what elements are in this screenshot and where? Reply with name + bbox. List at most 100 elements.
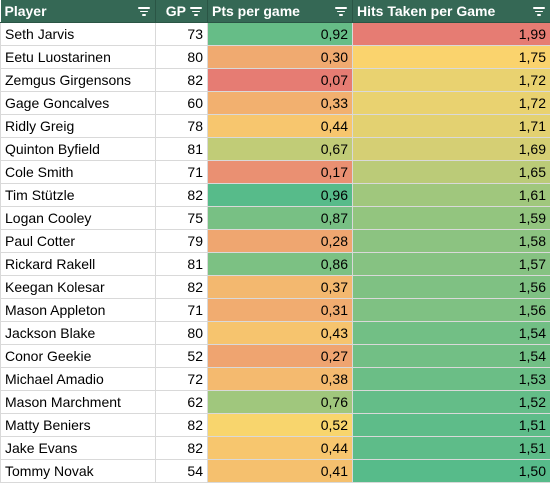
cell-pts-per-game[interactable]: 0,28 (208, 230, 353, 253)
cell-gp[interactable]: 60 (156, 92, 208, 115)
cell-pts-per-game[interactable]: 0,31 (208, 299, 353, 322)
cell-hits-taken-per-game[interactable]: 1,51 (353, 414, 550, 437)
cell-player[interactable]: Jake Evans (1, 437, 156, 460)
cell-gp[interactable]: 82 (156, 414, 208, 437)
cell-player[interactable]: Tommy Novak (1, 460, 156, 483)
header-gp[interactable]: GP (156, 0, 208, 23)
cell-gp[interactable]: 81 (156, 138, 208, 161)
cell-pts-per-game[interactable]: 0,67 (208, 138, 353, 161)
cell-hits-taken-per-game[interactable]: 1,58 (353, 230, 550, 253)
cell-gp[interactable]: 52 (156, 345, 208, 368)
cell-hits-taken-per-game[interactable]: 1,59 (353, 207, 550, 230)
cell-player[interactable]: Eetu Luostarinen (1, 46, 156, 69)
cell-player[interactable]: Cole Smith (1, 161, 156, 184)
cell-player[interactable]: Keegan Kolesar (1, 276, 156, 299)
header-gp-label: GP (160, 3, 189, 19)
cell-hits-taken-per-game[interactable]: 1,54 (353, 322, 550, 345)
cell-pts-per-game[interactable]: 0,76 (208, 391, 353, 414)
header-player-label: Player (5, 3, 138, 19)
cell-player[interactable]: Tim Stützle (1, 184, 156, 207)
cell-player[interactable]: Zemgus Girgensons (1, 69, 156, 92)
cell-pts-per-game[interactable]: 0,33 (208, 92, 353, 115)
cell-player[interactable]: Mason Appleton (1, 299, 156, 322)
cell-pts-per-game[interactable]: 0,30 (208, 46, 353, 69)
cell-player[interactable]: Michael Amadio (1, 368, 156, 391)
cell-pts-per-game[interactable]: 0,44 (208, 115, 353, 138)
cell-hits-taken-per-game[interactable]: 1,75 (353, 46, 550, 69)
cell-gp[interactable]: 81 (156, 253, 208, 276)
cell-player[interactable]: Matty Beniers (1, 414, 156, 437)
cell-hits-taken-per-game[interactable]: 1,56 (353, 276, 550, 299)
cell-gp[interactable]: 80 (156, 46, 208, 69)
cell-pts-per-game[interactable]: 0,92 (208, 23, 353, 46)
cell-gp[interactable]: 82 (156, 184, 208, 207)
cell-hits-taken-per-game[interactable]: 1,99 (353, 23, 550, 46)
cell-hits-taken-per-game[interactable]: 1,65 (353, 161, 550, 184)
cell-gp[interactable]: 78 (156, 115, 208, 138)
cell-pts-per-game[interactable]: 0,44 (208, 437, 353, 460)
cell-hits-taken-per-game[interactable]: 1,61 (353, 184, 550, 207)
cell-gp[interactable]: 75 (156, 207, 208, 230)
cell-player[interactable]: Rickard Rakell (1, 253, 156, 276)
cell-player[interactable]: Seth Jarvis (1, 23, 156, 46)
cell-pts-per-game[interactable]: 0,96 (208, 184, 353, 207)
header-pts[interactable]: Pts per game (208, 0, 353, 23)
filter-icon[interactable] (137, 5, 151, 17)
cell-player[interactable]: Mason Marchment (1, 391, 156, 414)
cell-player[interactable]: Paul Cotter (1, 230, 156, 253)
cell-player[interactable]: Quinton Byfield (1, 138, 156, 161)
cell-player[interactable]: Logan Cooley (1, 207, 156, 230)
filter-icon[interactable] (334, 5, 348, 17)
cell-pts-per-game[interactable]: 0,17 (208, 161, 353, 184)
cell-hits-taken-per-game[interactable]: 1,71 (353, 115, 550, 138)
cell-gp[interactable]: 82 (156, 276, 208, 299)
cell-hits-taken-per-game[interactable]: 1,57 (353, 253, 550, 276)
cell-pts-per-game[interactable]: 0,37 (208, 276, 353, 299)
cell-player[interactable]: Conor Geekie (1, 345, 156, 368)
cell-hits-taken-per-game[interactable]: 1,69 (353, 138, 550, 161)
cell-gp[interactable]: 71 (156, 161, 208, 184)
cell-pts-per-game[interactable]: 0,07 (208, 69, 353, 92)
cell-player[interactable]: Ridly Greig (1, 115, 156, 138)
cell-gp[interactable]: 82 (156, 69, 208, 92)
cell-hits-taken-per-game[interactable]: 1,72 (353, 69, 550, 92)
cell-pts-per-game[interactable]: 0,27 (208, 345, 353, 368)
filter-icon[interactable] (532, 5, 546, 17)
cell-pts-per-game[interactable]: 0,52 (208, 414, 353, 437)
cell-hits-taken-per-game[interactable]: 1,50 (353, 460, 550, 483)
cell-hits-taken-per-game[interactable]: 1,53 (353, 368, 550, 391)
cell-gp[interactable]: 79 (156, 230, 208, 253)
filter-icon[interactable] (189, 5, 203, 17)
cell-gp[interactable]: 80 (156, 322, 208, 345)
cell-pts-per-game[interactable]: 0,87 (208, 207, 353, 230)
cell-pts-per-game[interactable]: 0,43 (208, 322, 353, 345)
cell-gp[interactable]: 54 (156, 460, 208, 483)
cell-hits-taken-per-game[interactable]: 1,51 (353, 437, 550, 460)
cell-player[interactable]: Gage Goncalves (1, 92, 156, 115)
cell-player[interactable]: Jackson Blake (1, 322, 156, 345)
cell-hits-taken-per-game[interactable]: 1,54 (353, 345, 550, 368)
cell-hits-taken-per-game[interactable]: 1,72 (353, 92, 550, 115)
header-row: Player GP Pts per game Hits Taken per Ga… (1, 0, 550, 23)
cell-gp[interactable]: 71 (156, 299, 208, 322)
cell-hits-taken-per-game[interactable]: 1,56 (353, 299, 550, 322)
header-hits[interactable]: Hits Taken per Game (353, 0, 550, 23)
cell-gp[interactable]: 73 (156, 23, 208, 46)
cell-pts-per-game[interactable]: 0,86 (208, 253, 353, 276)
header-player[interactable]: Player (1, 0, 156, 23)
cell-pts-per-game[interactable]: 0,38 (208, 368, 353, 391)
cell-gp[interactable]: 82 (156, 437, 208, 460)
cell-pts-per-game[interactable]: 0,41 (208, 460, 353, 483)
cell-gp[interactable]: 72 (156, 368, 208, 391)
cell-hits-taken-per-game[interactable]: 1,52 (353, 391, 550, 414)
cell-gp[interactable]: 62 (156, 391, 208, 414)
